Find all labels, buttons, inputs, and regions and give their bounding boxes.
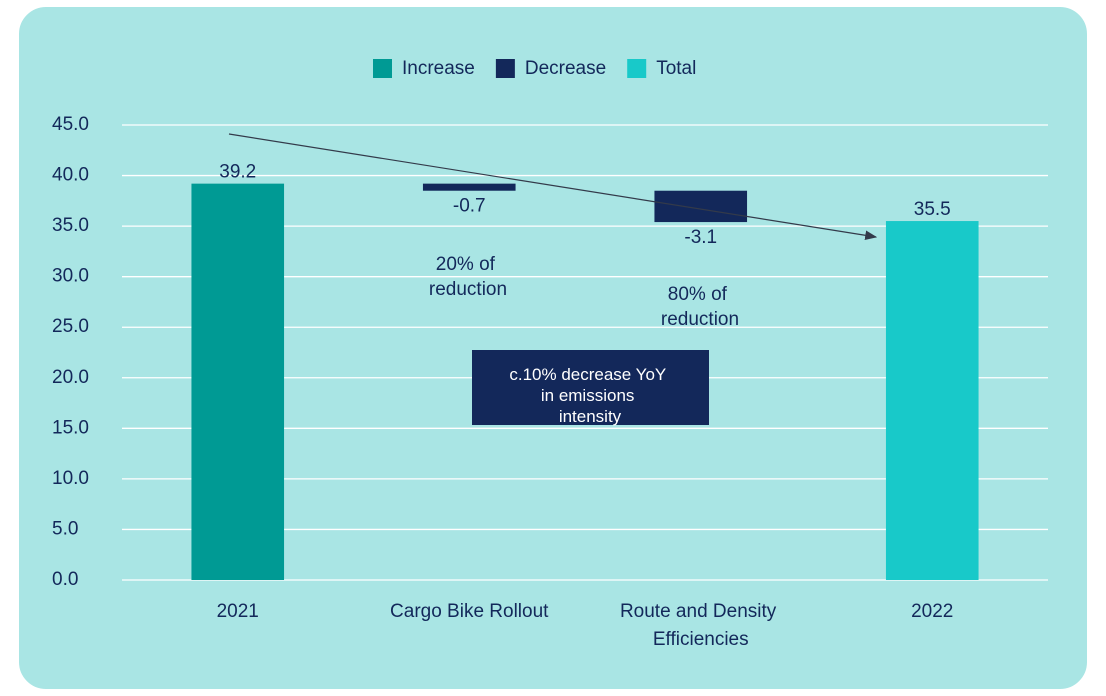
value-label: -0.7 <box>453 196 486 217</box>
legend-label: Increase <box>402 58 475 79</box>
bar <box>654 190 748 223</box>
y-tick-label: 5.0 <box>52 518 78 539</box>
legend-label: Total <box>656 58 696 79</box>
legend-label: Decrease <box>525 58 606 79</box>
y-tick-label: 25.0 <box>52 316 89 337</box>
x-tick-label: Cargo Bike Rollout <box>390 601 549 622</box>
legend-swatch <box>495 59 515 78</box>
y-tick-label: 35.0 <box>52 215 89 236</box>
y-tick-label: 20.0 <box>52 367 89 388</box>
annotation-box <box>472 350 709 425</box>
bar <box>885 221 979 581</box>
y-tick-label: 45.0 <box>52 114 89 135</box>
trend-arrow <box>228 133 878 241</box>
bar <box>422 183 516 191</box>
y-tick-label: 30.0 <box>52 266 89 287</box>
bar <box>191 183 285 580</box>
x-tick-label: 2022 <box>911 601 953 622</box>
legend-swatch <box>627 59 647 78</box>
y-tick-label: 15.0 <box>52 417 89 438</box>
y-tick-label: 0.0 <box>52 569 78 590</box>
legend-swatch <box>373 59 392 78</box>
x-tick-label: 2021 <box>217 601 259 622</box>
y-tick-label: 10.0 <box>52 468 89 489</box>
annotation: 80% of reduction <box>661 284 739 330</box>
y-tick-label: 40.0 <box>52 165 89 186</box>
x-tick-label: Route and Density Efficiencies <box>620 601 782 650</box>
marks: 39.2 2021 -0.7 Cargo Bike Rollout -3.1 Route … <box>191 162 979 650</box>
value-label: 39.2 <box>219 162 256 183</box>
chart-background <box>17 5 1089 691</box>
annotation-box-text: c.10% decrease YoY in emissions intensit… <box>509 365 670 426</box>
annotation: 20% of reduction <box>429 254 507 300</box>
value-label: 35.5 <box>914 199 951 220</box>
value-label: -3.1 <box>684 227 717 248</box>
